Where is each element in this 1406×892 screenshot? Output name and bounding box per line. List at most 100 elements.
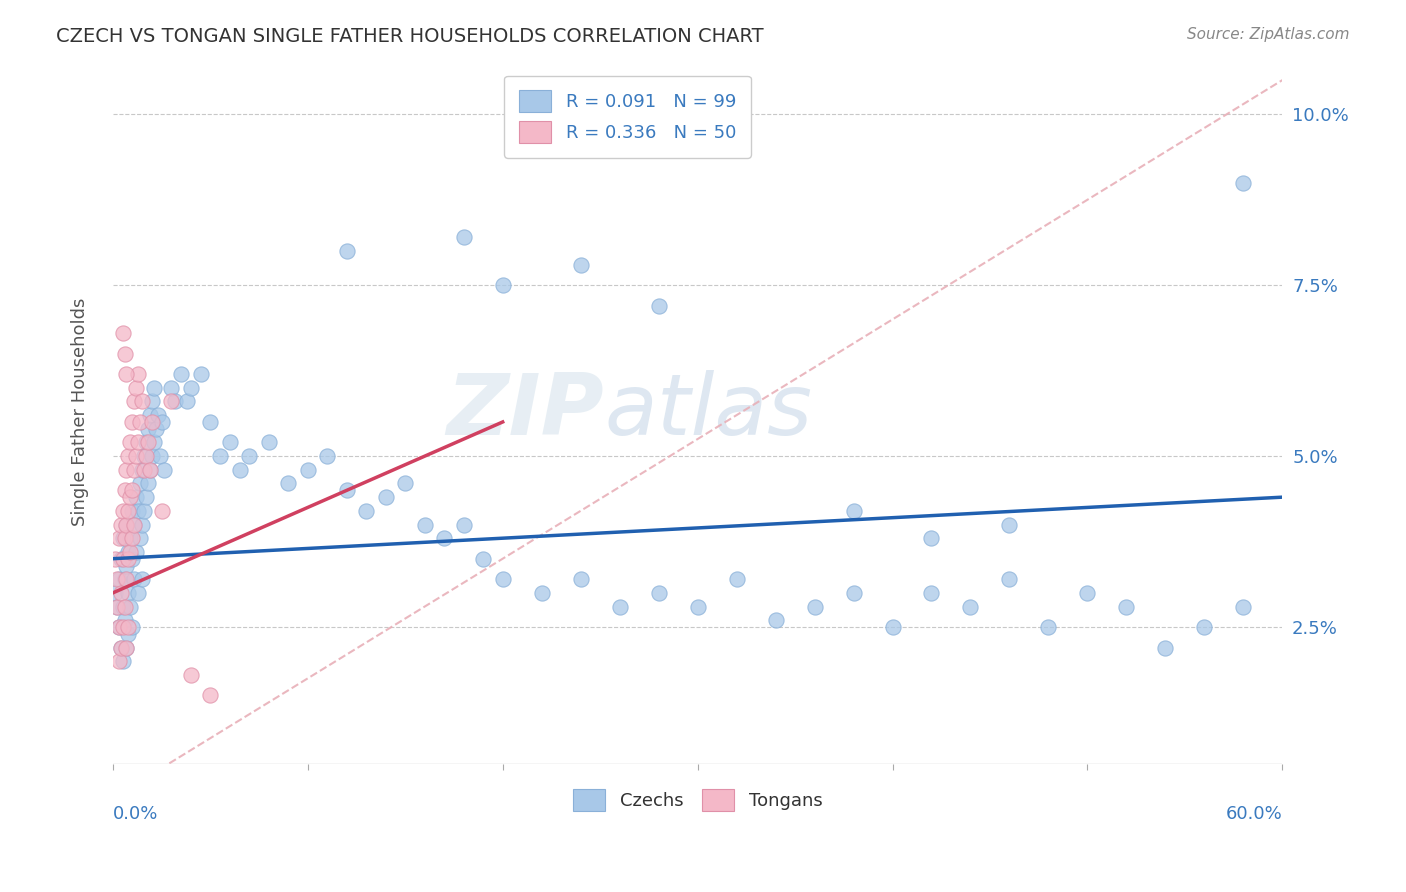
Point xyxy=(127,586,149,600)
Point xyxy=(115,558,138,573)
Point xyxy=(882,620,904,634)
Point xyxy=(114,613,136,627)
Point xyxy=(921,531,943,545)
Point xyxy=(120,599,142,614)
Point xyxy=(160,381,183,395)
Point xyxy=(131,572,153,586)
Point xyxy=(121,551,143,566)
Point xyxy=(120,490,142,504)
Point xyxy=(131,463,153,477)
Point xyxy=(127,504,149,518)
Point xyxy=(114,531,136,545)
Point xyxy=(125,545,148,559)
Point xyxy=(135,449,157,463)
Point xyxy=(492,278,515,293)
Point xyxy=(115,640,138,655)
Point xyxy=(129,531,152,545)
Point xyxy=(115,572,138,586)
Point xyxy=(114,599,136,614)
Point xyxy=(115,640,138,655)
Point xyxy=(121,531,143,545)
Point xyxy=(453,230,475,244)
Point xyxy=(115,367,138,381)
Point xyxy=(316,449,339,463)
Point xyxy=(228,463,250,477)
Point xyxy=(998,572,1021,586)
Point xyxy=(111,504,134,518)
Text: 60.0%: 60.0% xyxy=(1226,805,1282,823)
Point xyxy=(120,435,142,450)
Point xyxy=(686,599,709,614)
Point xyxy=(609,599,631,614)
Text: ZIP: ZIP xyxy=(447,370,605,453)
Point xyxy=(569,258,592,272)
Point xyxy=(145,422,167,436)
Point xyxy=(141,415,163,429)
Point xyxy=(200,415,222,429)
Point xyxy=(139,463,162,477)
Point xyxy=(647,299,669,313)
Point xyxy=(127,435,149,450)
Point xyxy=(124,517,146,532)
Point xyxy=(647,586,669,600)
Point xyxy=(170,367,193,381)
Point xyxy=(1232,599,1254,614)
Point xyxy=(132,463,155,477)
Point xyxy=(394,476,416,491)
Point xyxy=(110,517,132,532)
Point xyxy=(433,531,456,545)
Point xyxy=(124,394,146,409)
Point xyxy=(117,586,139,600)
Point xyxy=(117,449,139,463)
Point xyxy=(129,415,152,429)
Point xyxy=(120,531,142,545)
Point xyxy=(998,517,1021,532)
Point xyxy=(453,517,475,532)
Point xyxy=(120,545,142,559)
Point xyxy=(136,422,159,436)
Point xyxy=(374,490,396,504)
Point xyxy=(114,483,136,498)
Point xyxy=(492,572,515,586)
Point xyxy=(110,640,132,655)
Point xyxy=(257,435,280,450)
Point xyxy=(190,367,212,381)
Text: atlas: atlas xyxy=(605,370,813,453)
Point xyxy=(1076,586,1098,600)
Point xyxy=(127,367,149,381)
Text: 0.0%: 0.0% xyxy=(112,805,159,823)
Legend: Czechs, Tongans: Czechs, Tongans xyxy=(565,781,830,818)
Point xyxy=(115,517,138,532)
Point xyxy=(131,394,153,409)
Point xyxy=(209,449,232,463)
Point xyxy=(124,463,146,477)
Point xyxy=(472,551,495,566)
Point xyxy=(1154,640,1177,655)
Point xyxy=(110,586,132,600)
Point xyxy=(803,599,825,614)
Point xyxy=(111,599,134,614)
Y-axis label: Single Father Households: Single Father Households xyxy=(72,298,89,526)
Point xyxy=(135,490,157,504)
Point xyxy=(277,476,299,491)
Point xyxy=(413,517,436,532)
Point xyxy=(107,572,129,586)
Point xyxy=(152,463,174,477)
Point xyxy=(354,504,377,518)
Point xyxy=(150,415,173,429)
Point xyxy=(121,483,143,498)
Point xyxy=(105,599,128,614)
Point xyxy=(105,572,128,586)
Point xyxy=(1194,620,1216,634)
Point xyxy=(121,620,143,634)
Point xyxy=(124,517,146,532)
Text: CZECH VS TONGAN SINGLE FATHER HOUSEHOLDS CORRELATION CHART: CZECH VS TONGAN SINGLE FATHER HOUSEHOLDS… xyxy=(56,27,763,45)
Point xyxy=(104,586,127,600)
Point xyxy=(136,435,159,450)
Point xyxy=(117,551,139,566)
Point xyxy=(107,620,129,634)
Point xyxy=(114,572,136,586)
Point xyxy=(530,586,553,600)
Point xyxy=(107,654,129,668)
Point xyxy=(115,463,138,477)
